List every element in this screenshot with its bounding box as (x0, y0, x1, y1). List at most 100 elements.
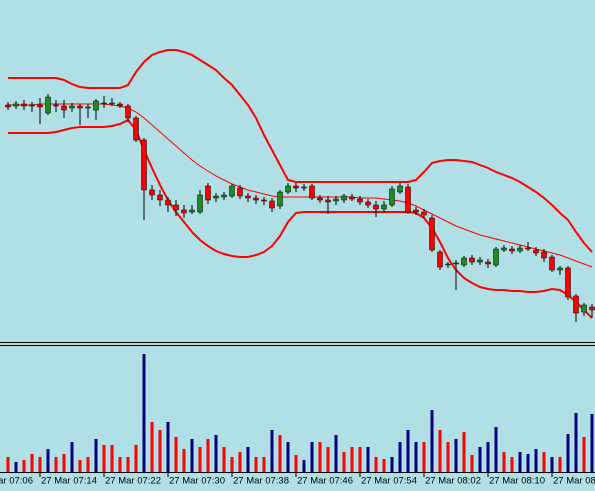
candle-body (205, 185, 211, 201)
candle-body (21, 103, 27, 107)
volume-bar (230, 457, 234, 472)
volume-bar (126, 457, 130, 472)
candle-body (461, 257, 467, 266)
volume-bar (462, 432, 466, 472)
volume-bar (286, 442, 290, 472)
candle-body (261, 199, 267, 202)
candle-body (149, 189, 155, 196)
candle-body (189, 209, 195, 213)
x-tick-label: 27 Mar 07:54 (361, 476, 417, 487)
volume-bar (206, 439, 210, 472)
volume-bar (550, 457, 554, 472)
volume-bar (278, 435, 282, 472)
candle-body (333, 198, 339, 202)
candle-body (221, 194, 227, 198)
volume-bar (422, 442, 426, 472)
volume-bar (574, 413, 578, 472)
volume-bar (590, 414, 594, 472)
volume-bar (94, 439, 98, 472)
volume-bar (446, 442, 450, 472)
candle-body (237, 187, 243, 197)
candle-body (325, 199, 331, 203)
volume-bar (238, 452, 242, 472)
candle-body (165, 199, 171, 206)
volume-bar (406, 430, 410, 472)
volume-bar (70, 442, 74, 472)
candle-body (389, 188, 395, 206)
candle-body (101, 102, 107, 105)
candle-body (5, 104, 11, 108)
x-tick-label: 27 Mar 07:14 (41, 476, 97, 487)
volume-bar (254, 457, 258, 472)
candle-body (525, 247, 531, 250)
candle-body (213, 195, 219, 199)
volume-bar (110, 445, 114, 472)
volume-bar (430, 410, 434, 472)
volume-bar (62, 454, 66, 472)
candle-body (365, 201, 371, 206)
candle-body (77, 105, 83, 109)
volume-bar (414, 442, 418, 472)
x-tick-label: 27 Mar 08:02 (425, 476, 481, 487)
volume-bar (102, 445, 106, 472)
volume-bar (46, 449, 50, 472)
candle-body (197, 194, 203, 213)
volume-bar (134, 445, 138, 472)
candle-body (61, 105, 67, 111)
volume-bar (302, 460, 306, 472)
candle-body (93, 100, 99, 111)
candle-body (469, 257, 475, 263)
volume-bar (270, 430, 274, 472)
candle-body (85, 106, 91, 109)
band-line (8, 49, 593, 253)
volume-bar (486, 442, 490, 472)
candle-body (157, 194, 163, 201)
candle-body (245, 195, 251, 199)
volume-bar (366, 447, 370, 472)
volume-bar (54, 457, 58, 472)
candle-body (405, 186, 411, 213)
candle-body (37, 104, 43, 108)
x-tick-label: 27 Mar 07:06 (0, 476, 33, 487)
volume-bar (358, 447, 362, 472)
candle-body (341, 195, 347, 201)
volume-bar (334, 435, 338, 472)
volume-bar (150, 422, 154, 472)
volume-bar (326, 447, 330, 472)
volume-bar (86, 457, 90, 472)
candle-body (133, 117, 139, 141)
candle-body (285, 185, 291, 193)
volume-bar (262, 457, 266, 472)
candle-body (181, 209, 187, 214)
candle-body (301, 186, 307, 189)
candle-body (229, 185, 235, 197)
volume-bar (478, 447, 482, 472)
candle-body (509, 248, 515, 252)
candle-body (357, 198, 363, 203)
band-line (8, 118, 593, 319)
candle-body (317, 197, 323, 201)
volume-bar (142, 354, 146, 472)
volume-bar (214, 435, 218, 472)
x-tick-label: 27 Mar 07:46 (297, 476, 353, 487)
volume-bar (398, 442, 402, 472)
candle-body (485, 261, 491, 265)
candle-body (533, 249, 539, 254)
candle-body (557, 267, 563, 271)
x-tick-label: 27 Mar 08:18 (553, 476, 595, 487)
candle-body (53, 104, 59, 107)
candle-body (125, 105, 131, 119)
volume-bar (310, 442, 314, 472)
candle-body (413, 209, 419, 213)
candle-body (309, 185, 315, 199)
volume-bar (78, 460, 82, 472)
volume-bar (350, 447, 354, 472)
candle-body (565, 267, 571, 298)
candle-body (453, 262, 459, 265)
volume-bar (470, 455, 474, 472)
candle-body (109, 102, 115, 105)
volume-bar (494, 427, 498, 472)
volume-bar (14, 462, 18, 472)
